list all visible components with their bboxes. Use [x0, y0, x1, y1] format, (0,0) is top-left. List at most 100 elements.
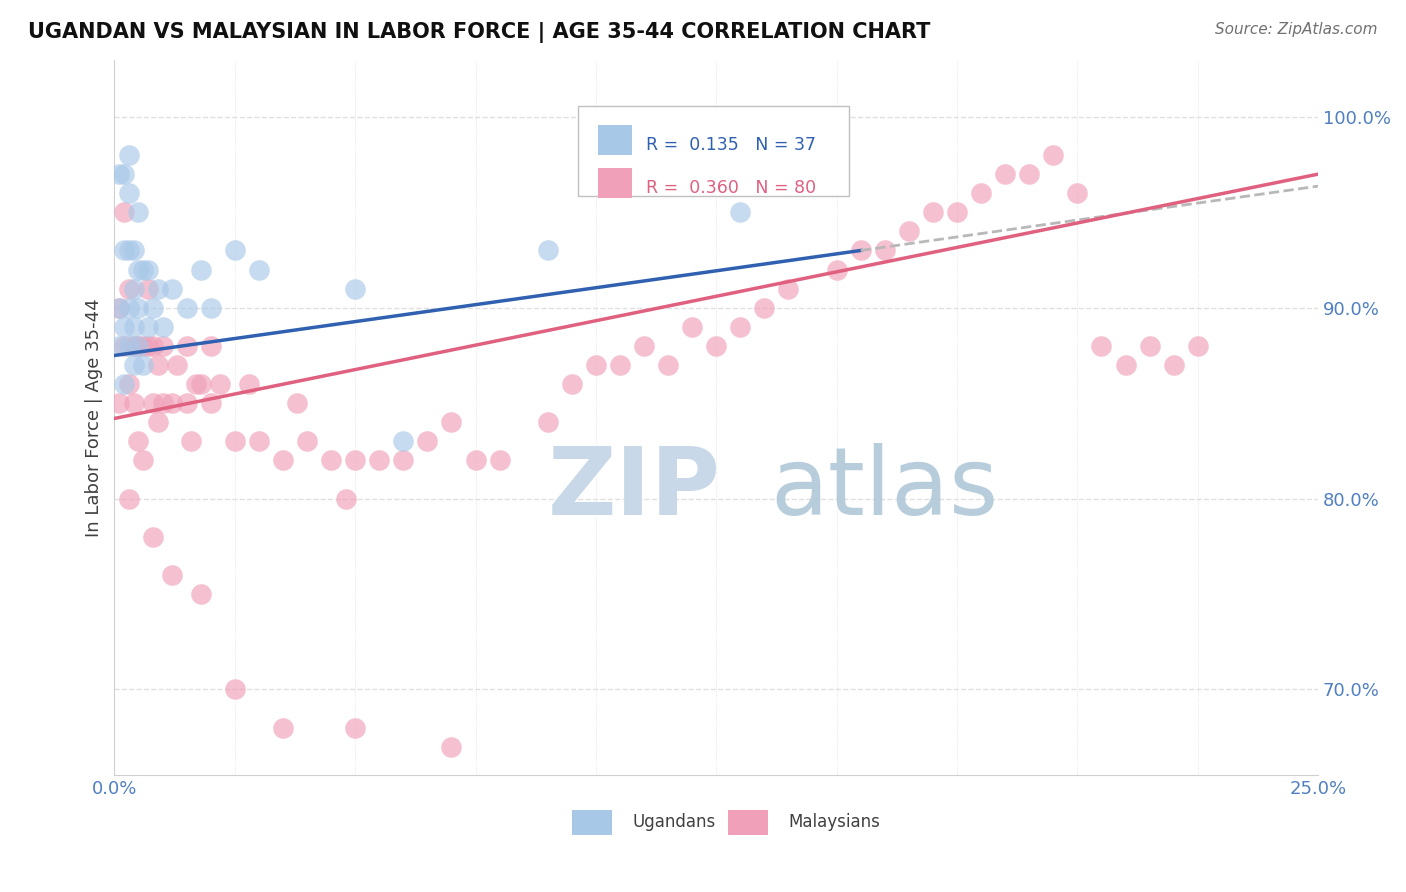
Point [160, 396, 183, 410]
Point [118, 339, 141, 353]
Point [132, 453, 155, 467]
Point [271, 721, 294, 735]
Point [247, 262, 270, 277]
FancyBboxPatch shape [578, 106, 849, 195]
Point [112, 244, 135, 258]
Point [224, 434, 246, 449]
Point [585, 358, 607, 372]
Point [873, 244, 896, 258]
Point [122, 282, 145, 296]
Point [295, 434, 318, 449]
Point [176, 339, 198, 353]
Point [142, 396, 165, 410]
Point [152, 339, 174, 353]
Point [897, 224, 920, 238]
Point [392, 434, 415, 449]
Point [136, 339, 159, 353]
Point [132, 339, 155, 353]
Point [127, 339, 149, 353]
Point [1018, 167, 1040, 181]
Point [190, 262, 212, 277]
Point [127, 301, 149, 315]
Point [344, 282, 367, 296]
Point [704, 339, 727, 353]
Point [118, 148, 141, 162]
Point [994, 167, 1017, 181]
Point [190, 377, 212, 392]
Point [132, 358, 155, 372]
Point [122, 339, 145, 353]
Text: R =  0.135   N = 37: R = 0.135 N = 37 [647, 136, 817, 154]
Point [335, 491, 357, 506]
Point [1090, 339, 1112, 353]
Point [136, 262, 159, 277]
Point [922, 205, 945, 219]
Point [190, 587, 212, 601]
Point [112, 319, 135, 334]
Point [319, 453, 342, 467]
Point [561, 377, 583, 392]
Point [146, 282, 169, 296]
Point [108, 301, 131, 315]
Point [209, 377, 232, 392]
Point [112, 167, 135, 181]
Bar [572, 810, 612, 835]
Point [118, 377, 141, 392]
Text: R =  0.360   N = 80: R = 0.360 N = 80 [647, 179, 817, 197]
Point [142, 530, 165, 544]
Point [416, 434, 439, 449]
Point [368, 453, 391, 467]
Point [152, 396, 174, 410]
Point [488, 453, 510, 467]
Point [118, 491, 141, 506]
Point [657, 358, 679, 372]
Point [118, 244, 141, 258]
Point [440, 415, 463, 429]
Point [1066, 186, 1088, 201]
Point [122, 319, 145, 334]
Point [166, 358, 188, 372]
Point [146, 415, 169, 429]
Point [754, 301, 776, 315]
Point [118, 186, 141, 201]
Point [344, 721, 367, 735]
Point [142, 301, 165, 315]
Point [108, 396, 131, 410]
Point [730, 319, 752, 334]
Point [537, 244, 560, 258]
Point [160, 282, 183, 296]
Point [132, 262, 155, 277]
Point [849, 244, 872, 258]
Text: atlas: atlas [770, 443, 998, 535]
Bar [599, 168, 633, 198]
Point [146, 358, 169, 372]
Text: UGANDAN VS MALAYSIAN IN LABOR FORCE | AGE 35-44 CORRELATION CHART: UGANDAN VS MALAYSIAN IN LABOR FORCE | AG… [28, 22, 931, 44]
Point [825, 262, 848, 277]
Point [112, 377, 135, 392]
Point [186, 377, 208, 392]
Y-axis label: In Labor Force | Age 35-44: In Labor Force | Age 35-44 [86, 298, 103, 537]
Bar [599, 125, 633, 155]
Point [180, 434, 202, 449]
Point [127, 434, 149, 449]
Point [122, 396, 145, 410]
Point [108, 167, 131, 181]
Point [122, 244, 145, 258]
Point [1115, 358, 1137, 372]
Point [392, 453, 415, 467]
Point [247, 434, 270, 449]
Point [127, 205, 149, 219]
Point [176, 396, 198, 410]
Point [344, 453, 367, 467]
Point [122, 358, 145, 372]
Point [136, 319, 159, 334]
Text: Ugandans: Ugandans [633, 813, 716, 831]
Point [633, 339, 655, 353]
Point [778, 282, 800, 296]
Point [142, 339, 165, 353]
Point [118, 282, 141, 296]
Point [1139, 339, 1161, 353]
Point [112, 205, 135, 219]
Point [464, 453, 486, 467]
Point [730, 205, 752, 219]
